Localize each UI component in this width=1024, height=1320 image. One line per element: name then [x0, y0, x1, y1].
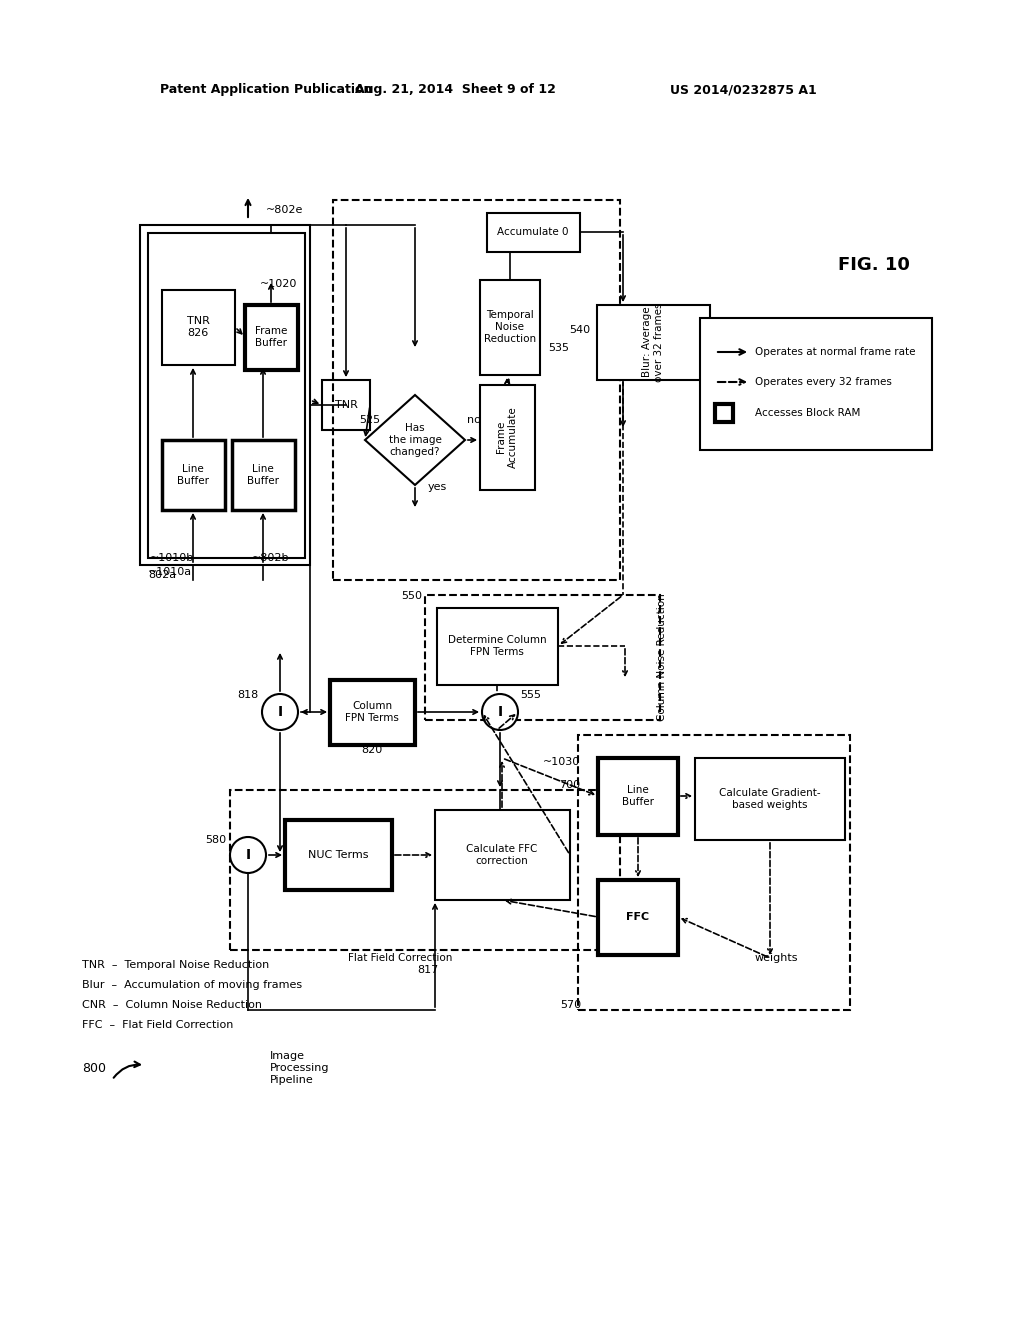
Text: TNR: TNR	[335, 400, 357, 411]
Text: US 2014/0232875 A1: US 2014/0232875 A1	[670, 83, 817, 96]
Text: 540: 540	[569, 325, 590, 335]
Polygon shape	[365, 395, 465, 484]
Text: Column Noise Reduction: Column Noise Reduction	[657, 593, 667, 721]
Text: Image
Processing
Pipeline: Image Processing Pipeline	[270, 1052, 330, 1085]
Bar	[435, 810, 570, 900]
Text: Line
Buffer: Line Buffer	[622, 785, 654, 807]
Bar	[162, 290, 234, 366]
Text: 817: 817	[417, 965, 438, 975]
Bar	[232, 440, 295, 510]
Text: 555: 555	[520, 690, 541, 700]
Text: Aug. 21, 2014  Sheet 9 of 12: Aug. 21, 2014 Sheet 9 of 12	[355, 83, 556, 96]
Bar	[333, 201, 620, 579]
Text: Accumulate 0: Accumulate 0	[498, 227, 568, 238]
Text: I: I	[498, 705, 503, 719]
Text: 535: 535	[548, 343, 569, 352]
Bar	[695, 758, 845, 840]
Text: Calculate Gradient-
based weights: Calculate Gradient- based weights	[719, 788, 821, 809]
Bar	[598, 758, 678, 836]
Bar	[598, 880, 678, 954]
Bar	[285, 820, 392, 890]
Text: FIG. 10: FIG. 10	[838, 256, 910, 275]
Bar	[487, 213, 580, 252]
Bar	[700, 318, 932, 450]
Text: FFC  –  Flat Field Correction: FFC – Flat Field Correction	[82, 1020, 233, 1030]
Text: 818: 818	[237, 690, 258, 700]
Bar	[578, 735, 850, 1010]
Text: Operates every 32 frames: Operates every 32 frames	[755, 378, 892, 387]
Bar	[148, 234, 305, 558]
Text: 580: 580	[205, 836, 226, 845]
Text: I: I	[246, 847, 251, 862]
Circle shape	[230, 837, 266, 873]
Text: Flat Field Correction: Flat Field Correction	[348, 953, 453, 964]
Text: 700: 700	[559, 780, 580, 789]
Bar	[162, 440, 225, 510]
Text: ~802e: ~802e	[266, 205, 303, 215]
Circle shape	[482, 694, 518, 730]
Text: 800: 800	[82, 1061, 106, 1074]
Text: Determine Column
FPN Terms: Determine Column FPN Terms	[447, 635, 547, 657]
Bar	[245, 305, 298, 370]
Text: weights: weights	[755, 953, 799, 964]
Bar	[715, 404, 733, 422]
Text: 525: 525	[358, 414, 380, 425]
Text: Blur: Average
over 32 frames: Blur: Average over 32 frames	[642, 302, 664, 381]
Text: 802a: 802a	[148, 570, 176, 579]
Circle shape	[262, 694, 298, 730]
Text: Frame
Buffer: Frame Buffer	[255, 326, 287, 347]
Bar	[597, 305, 710, 380]
Text: Temporal
Noise
Reduction: Temporal Noise Reduction	[484, 310, 536, 343]
Bar	[425, 595, 660, 719]
Text: TNR
826: TNR 826	[186, 317, 210, 338]
Text: ~1030: ~1030	[543, 756, 580, 767]
Text: Line
Buffer: Line Buffer	[247, 465, 279, 486]
Bar	[480, 280, 540, 375]
Text: I: I	[278, 705, 283, 719]
Text: ~1020: ~1020	[260, 279, 297, 289]
Text: ~1010a: ~1010a	[148, 568, 193, 577]
Text: 550: 550	[401, 591, 422, 601]
Text: Patent Application Publication: Patent Application Publication	[160, 83, 373, 96]
Bar	[330, 680, 415, 744]
Text: 570: 570	[560, 1001, 582, 1010]
Text: TNR  –  Temporal Noise Reduction: TNR – Temporal Noise Reduction	[82, 960, 269, 970]
Text: 820: 820	[361, 744, 383, 755]
Bar	[322, 380, 370, 430]
Text: Column
FPN Terms: Column FPN Terms	[345, 701, 399, 723]
Text: no: no	[467, 414, 481, 425]
Text: yes: yes	[428, 482, 447, 492]
Text: Blur  –  Accumulation of moving frames: Blur – Accumulation of moving frames	[82, 979, 302, 990]
Text: Has
the image
changed?: Has the image changed?	[388, 424, 441, 457]
Text: ~802b: ~802b	[252, 553, 290, 564]
Bar	[480, 385, 535, 490]
Text: ~1010b: ~1010b	[150, 553, 195, 564]
Text: Accesses Block RAM: Accesses Block RAM	[755, 408, 860, 418]
Bar	[437, 609, 558, 685]
Bar	[230, 789, 620, 950]
Text: NUC Terms: NUC Terms	[308, 850, 369, 861]
Text: Line
Buffer: Line Buffer	[177, 465, 209, 486]
Bar	[140, 224, 310, 565]
Text: CNR  –  Column Noise Reduction: CNR – Column Noise Reduction	[82, 1001, 262, 1010]
Text: Calculate FFC
correction: Calculate FFC correction	[466, 845, 538, 866]
Text: Frame
Accumulate: Frame Accumulate	[497, 407, 518, 467]
Text: Operates at normal frame rate: Operates at normal frame rate	[755, 347, 915, 356]
Text: FFC: FFC	[627, 912, 649, 921]
